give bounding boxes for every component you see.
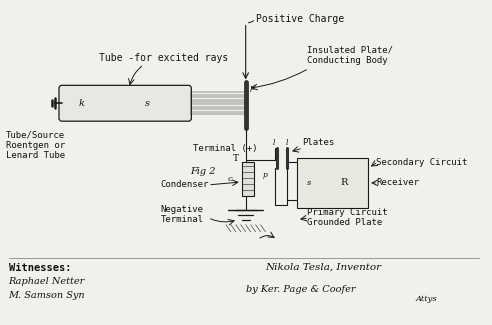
Text: Condenser: Condenser: [161, 180, 209, 189]
Text: Positive Charge: Positive Charge: [255, 14, 344, 24]
Text: Tube -for excited rays: Tube -for excited rays: [99, 53, 229, 63]
Text: Secondary Circuit: Secondary Circuit: [376, 158, 467, 166]
Text: Primary Circuit
Grounded Plate: Primary Circuit Grounded Plate: [307, 208, 388, 227]
Text: Witnesses:: Witnesses:: [8, 263, 71, 273]
Text: Attys: Attys: [416, 295, 437, 304]
Text: M. Samson Syn: M. Samson Syn: [8, 291, 85, 300]
FancyBboxPatch shape: [59, 85, 191, 121]
Bar: [242, 162, 253, 196]
Text: R: R: [341, 178, 348, 188]
Text: c: c: [227, 175, 232, 183]
Text: Raphael Netter: Raphael Netter: [8, 277, 85, 286]
Text: p': p': [249, 84, 257, 92]
Bar: [297, 158, 368, 208]
Text: Nikola Tesla, Inventor: Nikola Tesla, Inventor: [266, 263, 382, 272]
Text: s: s: [144, 99, 150, 108]
Text: Fig 2: Fig 2: [190, 167, 216, 176]
Text: l: l: [273, 139, 276, 147]
Text: Insulated Plate/
Conducting Body: Insulated Plate/ Conducting Body: [307, 46, 393, 65]
Text: Tube/Source
Roentgen or
Lenard Tube: Tube/Source Roentgen or Lenard Tube: [5, 130, 65, 160]
Text: by Ker. Page & Coofer: by Ker. Page & Coofer: [246, 285, 355, 294]
Text: k: k: [79, 99, 85, 108]
Text: s: s: [307, 179, 311, 187]
Text: T: T: [233, 153, 239, 162]
Text: l: l: [286, 139, 288, 147]
Text: p: p: [263, 171, 268, 179]
Text: Receiver: Receiver: [376, 178, 419, 188]
Text: Terminal (+): Terminal (+): [193, 144, 258, 152]
Text: Plates: Plates: [302, 137, 334, 147]
Text: Negative
Terminal: Negative Terminal: [161, 205, 204, 225]
